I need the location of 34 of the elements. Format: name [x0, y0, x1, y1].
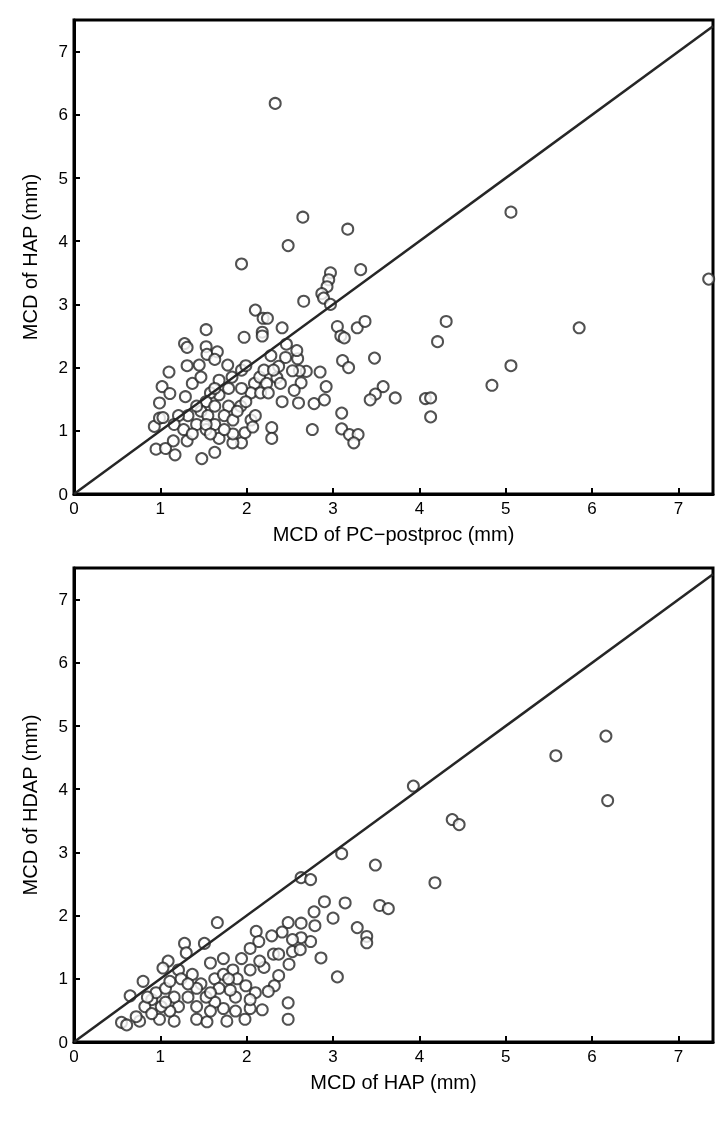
x-tick-label: 4 [414, 1047, 425, 1066]
x-tick-label: 6 [587, 499, 597, 518]
x-tick-label: 7 [673, 1047, 684, 1066]
y-tick-label: 3 [58, 294, 68, 314]
x-tick-label: 3 [328, 499, 338, 518]
y-tick-label: 2 [58, 358, 68, 378]
y-axis-title: MCD of HDAP (mm) [19, 714, 41, 896]
y-tick-label: 6 [58, 653, 68, 673]
x-axis-title: MCD of HAP (mm) [310, 1071, 477, 1093]
y-tick-label: 7 [58, 590, 68, 610]
x-tick-label: 5 [501, 1047, 511, 1066]
y-tick-label: 5 [58, 716, 68, 736]
y-tick-label: 0 [58, 1032, 68, 1052]
x-tick-label: 3 [328, 1047, 338, 1066]
y-tick-label: 1 [58, 421, 68, 441]
y-tick-label: 2 [58, 906, 68, 926]
x-tick-label: 6 [587, 1047, 597, 1066]
y-axis-title: MCD of HAP (mm) [19, 173, 41, 341]
y-tick-label: 1 [58, 969, 68, 989]
y-tick-label: 0 [58, 484, 68, 504]
y-tick-label: 4 [58, 231, 68, 251]
x-tick-label: 1 [155, 499, 166, 518]
y-tick-label: 4 [58, 779, 68, 799]
y-tick-label: 5 [58, 168, 68, 188]
x-tick-label: 5 [501, 499, 511, 518]
x-tick-label: 2 [241, 1047, 252, 1066]
x-tick-label: 4 [414, 499, 425, 518]
x-tick-label: 1 [155, 1047, 166, 1066]
x-tick-label: 2 [241, 499, 252, 518]
y-tick-label: 6 [58, 105, 68, 125]
x-tick-label: 7 [673, 499, 684, 518]
x-axis-title: MCD of PC−postproc (mm) [272, 523, 515, 545]
y-tick-label: 3 [58, 842, 68, 862]
y-tick-label: 7 [58, 42, 68, 62]
